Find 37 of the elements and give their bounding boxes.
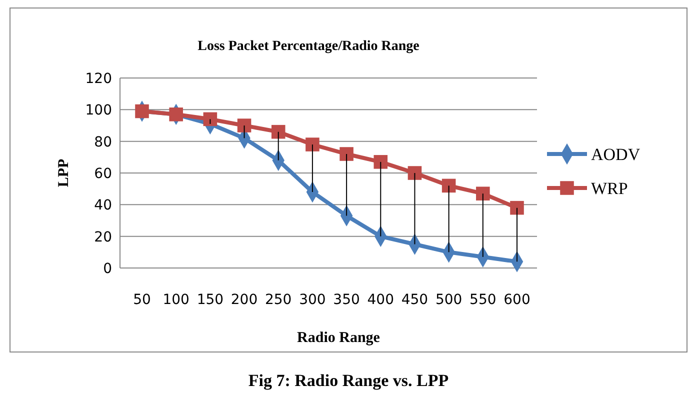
- x-tick-label: 350: [333, 292, 360, 308]
- x-axis-title: Radio Range: [297, 330, 380, 346]
- point: [442, 178, 456, 193]
- x-tick-label: 250: [264, 292, 292, 308]
- x-tick-label: 300: [299, 292, 326, 308]
- y-tick-label: 0: [103, 261, 112, 277]
- point: [203, 112, 218, 126]
- point: [374, 155, 388, 169]
- y-tick-label: 20: [94, 229, 112, 246]
- point: [237, 118, 252, 132]
- y-axis-title: LPP: [56, 158, 72, 188]
- point: [340, 147, 354, 161]
- x-tick-label: 200: [230, 292, 258, 308]
- point: [135, 104, 149, 118]
- x-tick-label: 150: [196, 292, 224, 308]
- chart-title: Loss Packet Percentage/Radio Range: [198, 39, 420, 54]
- point: [169, 108, 183, 122]
- x-tick-label: 550: [470, 292, 496, 308]
- y-tick-label: 80: [94, 134, 112, 150]
- y-tick-label: 100: [85, 102, 112, 119]
- x-tick-label: 600: [504, 292, 530, 308]
- x-tick-label: 500: [435, 292, 462, 308]
- y-tick-label: 60: [94, 166, 112, 182]
- caption: Fig 7: Radio Range vs. LPP: [248, 371, 449, 390]
- x-tick-label: 50: [133, 292, 151, 308]
- point: [476, 186, 490, 200]
- point: [510, 200, 524, 215]
- x-tick-label: 450: [401, 292, 428, 308]
- x-tick-label: 400: [367, 292, 394, 308]
- point: [306, 138, 320, 152]
- legend-label: WRP: [591, 179, 628, 198]
- point: [271, 124, 286, 139]
- legend-label: AODV: [591, 145, 641, 164]
- y-tick-label: 40: [94, 198, 112, 214]
- x-tick-label: 100: [162, 292, 190, 308]
- point: [408, 166, 422, 180]
- y-tick-label: 120: [85, 71, 112, 87]
